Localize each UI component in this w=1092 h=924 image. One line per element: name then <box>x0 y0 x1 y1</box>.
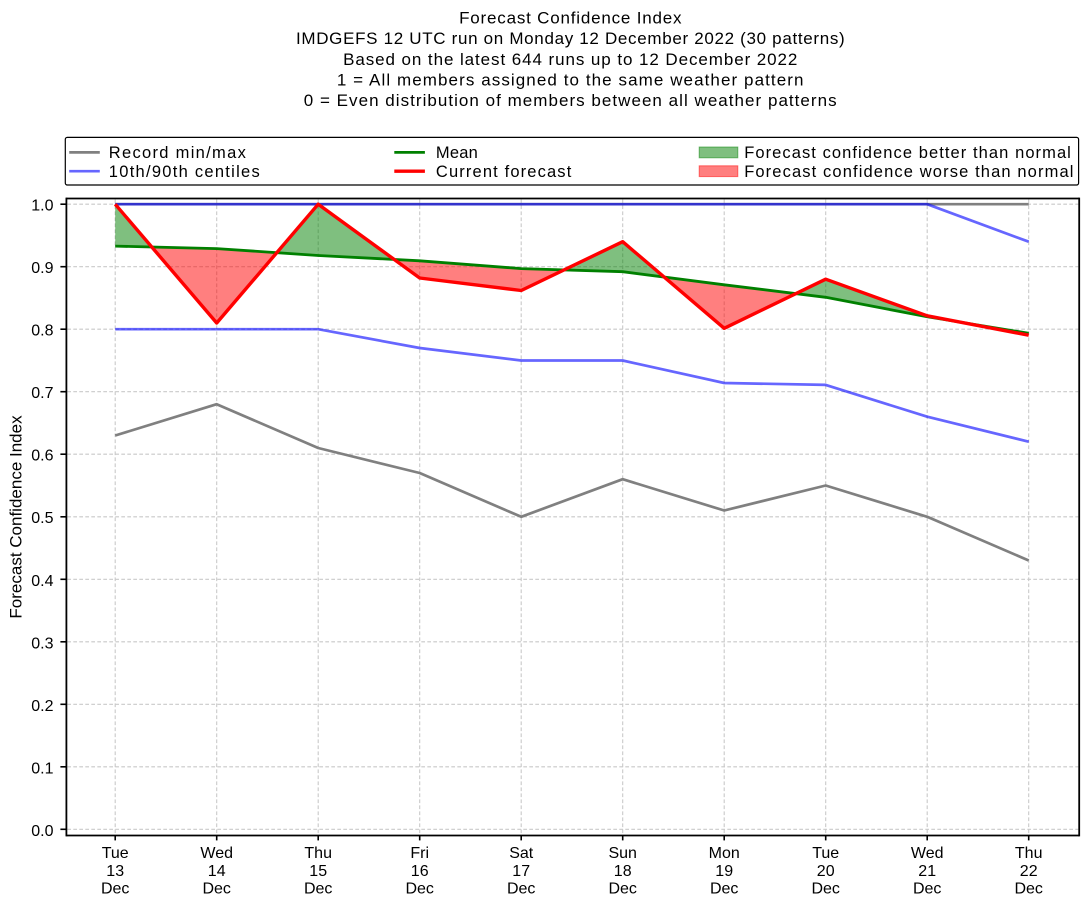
svg-text:21: 21 <box>918 863 936 880</box>
svg-text:1.0: 1.0 <box>31 198 53 215</box>
svg-text:18: 18 <box>614 863 632 880</box>
svg-text:0.9: 0.9 <box>31 260 53 277</box>
svg-text:Forecast confidence worse than: Forecast confidence worse than normal <box>744 163 1074 181</box>
svg-text:Fri: Fri <box>410 845 429 862</box>
svg-text:IMDGEFS 12 UTC run on Monday 1: IMDGEFS 12 UTC run on Monday 12 December… <box>296 29 845 48</box>
svg-text:16: 16 <box>411 863 429 880</box>
svg-text:Dec: Dec <box>405 881 433 898</box>
svg-text:Forecast confidence better tha: Forecast confidence better than normal <box>744 144 1072 162</box>
svg-text:Dec: Dec <box>507 881 535 898</box>
svg-text:Based on the latest 644 runs u: Based on the latest 644 runs up to 12 De… <box>343 50 798 69</box>
svg-text:Mon: Mon <box>709 845 740 862</box>
svg-text:0.6: 0.6 <box>31 448 53 465</box>
svg-text:0.0: 0.0 <box>31 823 53 840</box>
svg-text:Thu: Thu <box>1015 845 1043 862</box>
svg-text:0.7: 0.7 <box>31 385 53 402</box>
svg-text:Mean: Mean <box>436 144 478 162</box>
svg-text:Wed: Wed <box>911 845 944 862</box>
svg-text:20: 20 <box>817 863 835 880</box>
svg-text:0.4: 0.4 <box>31 573 53 590</box>
svg-text:0 = Even distribution of membe: 0 = Even distribution of members between… <box>304 91 838 110</box>
svg-text:Sat: Sat <box>509 845 534 862</box>
svg-text:0.1: 0.1 <box>31 760 53 777</box>
svg-text:14: 14 <box>208 863 226 880</box>
svg-text:Dec: Dec <box>811 881 839 898</box>
svg-text:Wed: Wed <box>200 845 233 862</box>
svg-text:Forecast Confidence Index: Forecast Confidence Index <box>459 8 682 27</box>
svg-text:0.5: 0.5 <box>31 510 53 527</box>
svg-text:1 = All members assigned to th: 1 = All members assigned to the same wea… <box>337 71 805 90</box>
svg-text:Record min/max: Record min/max <box>109 144 247 162</box>
svg-text:10th/90th centiles: 10th/90th centiles <box>109 163 261 181</box>
svg-text:0.8: 0.8 <box>31 323 53 340</box>
svg-text:Dec: Dec <box>101 881 129 898</box>
svg-text:Dec: Dec <box>913 881 941 898</box>
svg-text:17: 17 <box>512 863 530 880</box>
svg-text:Dec: Dec <box>304 881 332 898</box>
svg-text:Thu: Thu <box>304 845 332 862</box>
svg-text:Dec: Dec <box>202 881 230 898</box>
svg-text:0.3: 0.3 <box>31 635 53 652</box>
svg-text:15: 15 <box>309 863 327 880</box>
svg-text:Dec: Dec <box>1014 881 1042 898</box>
svg-text:Dec: Dec <box>710 881 738 898</box>
svg-text:22: 22 <box>1020 863 1038 880</box>
svg-text:19: 19 <box>715 863 733 880</box>
svg-text:Tue: Tue <box>812 845 839 862</box>
svg-text:Tue: Tue <box>102 845 129 862</box>
svg-text:0.2: 0.2 <box>31 698 53 715</box>
svg-text:Sun: Sun <box>608 845 636 862</box>
svg-text:Current forecast: Current forecast <box>436 163 573 181</box>
svg-text:13: 13 <box>106 863 124 880</box>
svg-text:Dec: Dec <box>608 881 636 898</box>
svg-text:Forecast Confidence Index: Forecast Confidence Index <box>6 415 25 619</box>
